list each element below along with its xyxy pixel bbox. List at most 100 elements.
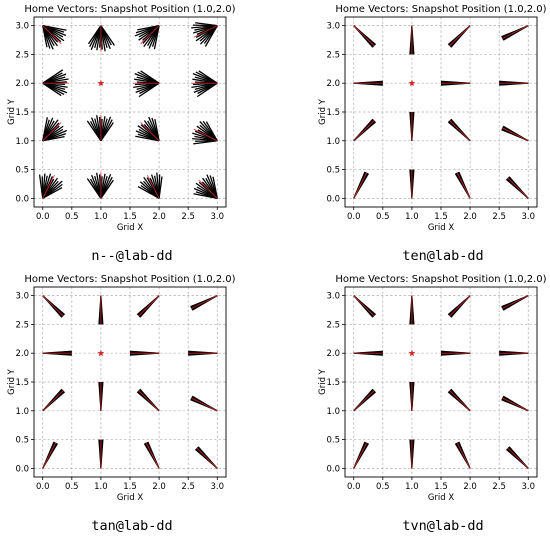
y-tick-label: 3.0 (326, 22, 340, 32)
home-vector (137, 186, 160, 199)
vector-field (353, 295, 529, 469)
y-tick-label: 2.0 (15, 79, 29, 89)
true-home-vector (449, 390, 471, 412)
true-home-vector (42, 122, 62, 142)
x-tick-label: 3.0 (211, 212, 225, 222)
x-axis-label: Grid X (117, 493, 144, 503)
true-home-vector (507, 447, 529, 469)
true-home-vector (145, 442, 160, 469)
x-axis-label: Grid X (428, 493, 455, 503)
y-tick-label: 1.5 (15, 108, 29, 118)
y-axis-label: Grid Y (7, 368, 17, 395)
true-home-vector (449, 295, 471, 317)
x-tick-label: 2.0 (463, 212, 477, 222)
y-tick-label: 2.0 (15, 349, 29, 359)
x-tick-label: 3.0 (522, 212, 536, 222)
y-tick-label: 2.5 (326, 320, 340, 330)
true-home-vector (502, 25, 529, 39)
true-home-vector (138, 390, 160, 412)
home-vector (86, 120, 102, 142)
x-tick-label: 1.0 (94, 212, 108, 222)
true-home-vector (353, 120, 375, 142)
x-tick-label: 2.5 (181, 212, 195, 222)
true-home-vector (449, 120, 471, 142)
chart-title: Home Vectors: Snapshot Position (1.0,2.0… (335, 274, 546, 285)
snapshot-marker (408, 349, 416, 357)
true-home-vector (42, 295, 64, 317)
true-home-vector (502, 127, 529, 142)
snapshot-marker (408, 79, 416, 87)
plot-frame (33, 286, 227, 478)
y-tick-label: 2.5 (326, 50, 340, 60)
y-tick-label: 0.0 (15, 194, 29, 204)
y-tick-label: 0.0 (15, 464, 29, 474)
true-home-vector (353, 390, 375, 412)
home-vector (100, 25, 115, 46)
chart-title: Home Vectors: Snapshot Position (1.0,2.0… (335, 4, 546, 15)
x-tick-label: 0.0 (36, 482, 50, 492)
x-tick-label: 0.5 (376, 482, 390, 492)
home-vector (42, 24, 67, 31)
true-home-vector (42, 442, 57, 469)
x-tick-label: 2.5 (181, 482, 195, 492)
x-tick-label: 1.5 (434, 212, 448, 222)
x-axis-label: Grid X (117, 223, 144, 233)
x-tick-label: 0.0 (347, 482, 361, 492)
x-tick-label: 1.5 (434, 482, 448, 492)
y-tick-label: 1.0 (15, 407, 29, 417)
true-home-vector (353, 295, 375, 317)
chart-title: Home Vectors: Snapshot Position (1.0,2.0… (24, 4, 235, 15)
true-home-vector (146, 174, 160, 199)
true-home-vector (449, 25, 471, 47)
true-home-vector (191, 295, 218, 309)
y-tick-label: 0.5 (15, 436, 29, 446)
home-vector (193, 193, 218, 200)
home-vector (42, 117, 48, 141)
x-tick-label: 3.0 (211, 482, 225, 492)
y-axis-label: Grid Y (318, 368, 328, 395)
y-tick-label: 3.0 (15, 22, 29, 32)
y-axis-label: Grid Y (7, 98, 17, 125)
vector-field (42, 295, 218, 469)
true-home-vector (456, 172, 471, 199)
true-home-vector (191, 397, 218, 412)
true-home-vector (140, 122, 160, 142)
y-tick-label: 0.5 (326, 166, 340, 176)
x-tick-label: 2.5 (492, 212, 506, 222)
true-home-vector (353, 25, 375, 47)
x-tick-label: 1.5 (123, 212, 137, 222)
x-tick-label: 0.0 (347, 212, 361, 222)
home-vector (135, 135, 160, 142)
plot-frame (344, 16, 538, 208)
panel-caption: n--@lab-dd (91, 248, 172, 264)
home-vector (38, 174, 44, 199)
true-home-vector (42, 174, 55, 199)
x-tick-label: 1.5 (123, 482, 137, 492)
y-tick-label: 0.0 (326, 194, 340, 204)
y-tick-label: 1.0 (326, 407, 340, 417)
x-tick-label: 0.5 (65, 482, 79, 492)
y-tick-label: 0.5 (326, 436, 340, 446)
y-tick-label: 1.5 (326, 108, 340, 118)
chart-panel-4: 0.0 0.5 1.0 1.5 2.0 2.5 3.0 0.0 0.5 1.0 1.5 2.0 2.5 3… (318, 274, 547, 534)
x-tick-label: 0.5 (376, 212, 390, 222)
y-tick-label: 1.0 (15, 137, 29, 147)
true-home-vector (353, 172, 368, 199)
x-tick-label: 2.0 (152, 212, 166, 222)
true-home-vector (140, 25, 160, 45)
true-home-vector (42, 390, 64, 412)
y-tick-label: 3.0 (15, 292, 29, 302)
home-vector (196, 82, 218, 98)
true-home-vector (507, 177, 529, 199)
home-vector (193, 140, 218, 145)
x-axis-label: Grid X (428, 223, 455, 233)
home-vector (153, 25, 160, 50)
y-tick-label: 2.5 (15, 50, 29, 60)
plot-frame (344, 286, 538, 478)
true-home-vector (193, 128, 218, 142)
x-tick-label: 3.0 (522, 482, 536, 492)
true-home-vector (502, 295, 529, 309)
y-tick-label: 2.0 (326, 79, 340, 89)
plot-frame (33, 16, 227, 208)
